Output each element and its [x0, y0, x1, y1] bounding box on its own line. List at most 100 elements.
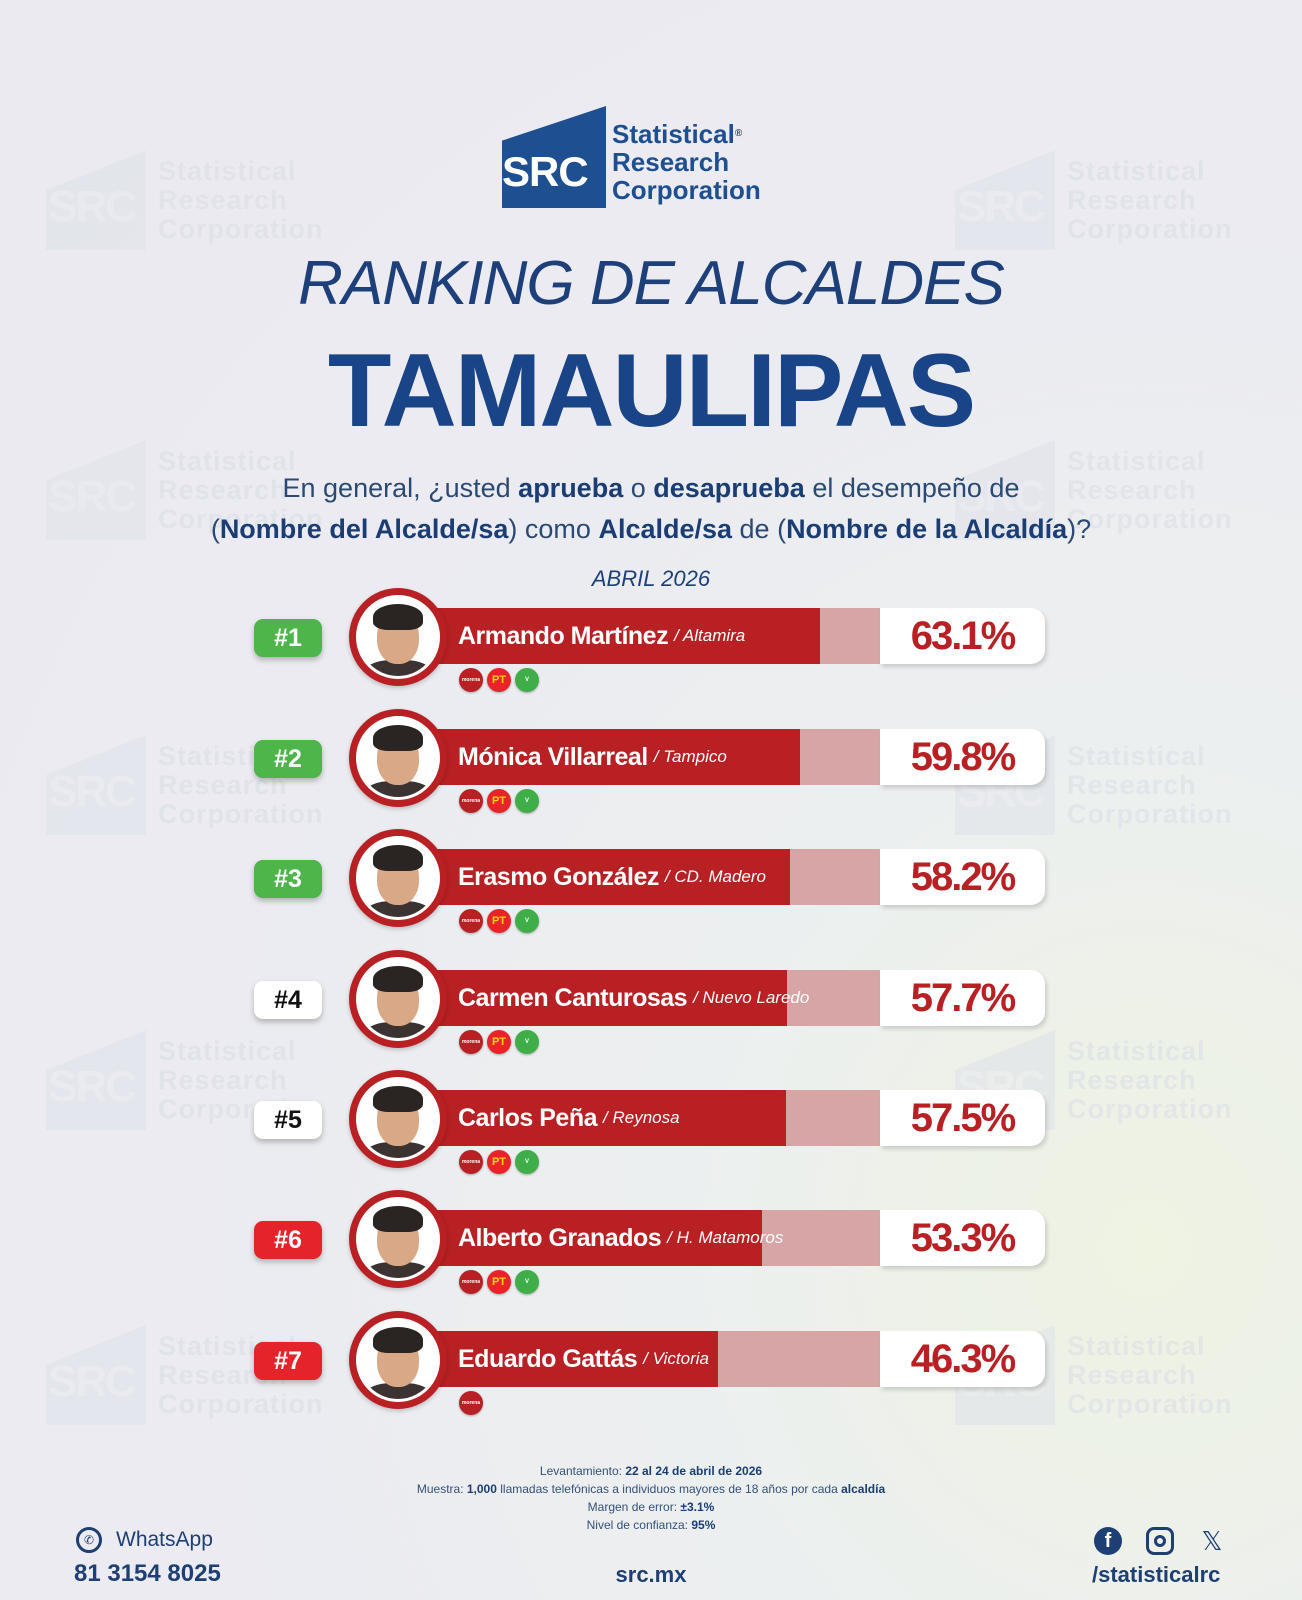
- party-verde-icon: V: [515, 1270, 539, 1294]
- party-logos: morena: [459, 1391, 483, 1415]
- party-morena-icon: morena: [459, 789, 483, 813]
- party-verde-icon: V: [515, 909, 539, 933]
- social-icons: f 𝕏: [1094, 1525, 1226, 1556]
- mayor-photo: [349, 1190, 447, 1288]
- approval-bar: Alberto Granados / H. Matamoros 53.3%: [430, 1210, 1045, 1266]
- mayor-name: Carmen Canturosas: [458, 983, 688, 1012]
- bar-fill: [430, 1090, 786, 1146]
- mayor-name: Mónica Villarreal: [458, 742, 648, 771]
- party-logos: morena PT V: [459, 909, 539, 933]
- phone-number[interactable]: 81 3154 8025: [74, 1560, 221, 1587]
- approval-value: 63.1%: [880, 608, 1045, 664]
- party-logos: morena PT V: [459, 789, 539, 813]
- bar-fill: [430, 970, 787, 1026]
- mayor-name: Alberto Granados: [458, 1223, 662, 1252]
- municipality: / CD. Madero: [664, 867, 766, 886]
- approval-value: 58.2%: [880, 849, 1045, 905]
- methodology-notes: Levantamiento: 22 al 24 de abril de 2026…: [416, 1464, 886, 1532]
- ranking-row: #7 Eduardo Gattás / Victoria 46.3% moren…: [0, 1311, 1302, 1415]
- mayor-photo: [349, 829, 447, 927]
- party-verde-icon: V: [515, 1150, 539, 1174]
- mayor-name: Armando Martínez: [458, 621, 669, 650]
- bar-fill: [430, 608, 820, 664]
- mayor-name: Erasmo González: [458, 862, 659, 891]
- party-pt-icon: PT: [487, 1150, 511, 1174]
- whatsapp-label: WhatsApp: [116, 1528, 213, 1551]
- rank-badge: #6: [254, 1221, 322, 1259]
- survey-question: En general, ¿usted aprueba o desaprueba …: [210, 473, 1092, 544]
- ranking-row: #3 Erasmo González / CD. Madero 58.2% mo…: [0, 829, 1302, 933]
- party-verde-icon: V: [515, 789, 539, 813]
- src-logo: SRC Statistical® Research Corporation: [502, 106, 761, 208]
- party-morena-icon: morena: [459, 1391, 483, 1415]
- mayor-name: Eduardo Gattás: [458, 1344, 638, 1373]
- party-morena-icon: morena: [459, 909, 483, 933]
- instagram-icon[interactable]: [1146, 1527, 1174, 1555]
- bar-fill: [430, 1331, 718, 1387]
- rank-badge: #3: [254, 860, 322, 898]
- mayor-photo: [349, 709, 447, 807]
- mayor-photo: [349, 1070, 447, 1168]
- party-morena-icon: morena: [459, 1270, 483, 1294]
- approval-bar: Carlos Peña / Reynosa 57.5%: [430, 1090, 1045, 1146]
- x-icon[interactable]: 𝕏: [1201, 1525, 1223, 1556]
- facebook-icon[interactable]: f: [1094, 1527, 1122, 1555]
- party-morena-icon: morena: [459, 1150, 483, 1174]
- social-handle[interactable]: /statisticalrc: [1092, 1562, 1221, 1587]
- whatsapp-icon: ✆: [76, 1527, 102, 1553]
- website-link[interactable]: src.mx: [615, 1562, 687, 1587]
- approval-value: 57.5%: [880, 1090, 1045, 1146]
- bar-fill: [430, 849, 790, 905]
- mayor-label: Mónica Villarreal / Tampico: [458, 729, 727, 785]
- bar-fill: [430, 729, 800, 785]
- party-pt-icon: PT: [487, 789, 511, 813]
- mayor-photo: [349, 588, 447, 686]
- party-verde-icon: V: [515, 668, 539, 692]
- approval-bar: Eduardo Gattás / Victoria 46.3%: [430, 1331, 1045, 1387]
- approval-value: 59.8%: [880, 729, 1045, 785]
- approval-value: 53.3%: [880, 1210, 1045, 1266]
- page-title: TAMAULIPAS: [327, 333, 976, 449]
- approval-bar: Erasmo González / CD. Madero 58.2%: [430, 849, 1045, 905]
- party-pt-icon: PT: [487, 1270, 511, 1294]
- ranking-row: #6 Alberto Granados / H. Matamoros 53.3%…: [0, 1190, 1302, 1294]
- rank-badge: #5: [254, 1101, 322, 1139]
- approval-bar: Armando Martínez / Altamira 63.1%: [430, 608, 1045, 664]
- party-logos: morena PT V: [459, 1030, 539, 1054]
- municipality: / H. Matamoros: [667, 1228, 784, 1247]
- page-subtitle: RANKING DE ALCALDES: [298, 249, 1005, 318]
- party-pt-icon: PT: [487, 668, 511, 692]
- party-morena-icon: morena: [459, 668, 483, 692]
- mayor-photo: [349, 1311, 447, 1409]
- party-verde-icon: V: [515, 1030, 539, 1054]
- mayor-name: Carlos Peña: [458, 1103, 598, 1132]
- party-logos: morena PT V: [459, 668, 539, 692]
- rank-badge: #7: [254, 1342, 322, 1380]
- mayor-label: Armando Martínez / Altamira: [458, 608, 745, 664]
- rank-badge: #1: [254, 619, 322, 657]
- approval-bar: Mónica Villarreal / Tampico 59.8%: [430, 729, 1045, 785]
- municipality: / Altamira: [674, 626, 746, 645]
- mayor-label: Carlos Peña / Reynosa: [458, 1090, 680, 1146]
- src-logo-mark: SRC: [502, 106, 606, 208]
- party-logos: morena PT V: [459, 1270, 539, 1294]
- rank-badge: #4: [254, 981, 322, 1019]
- party-morena-icon: morena: [459, 1030, 483, 1054]
- mayor-label: Carmen Canturosas / Nuevo Laredo: [458, 970, 809, 1026]
- mayor-photo: [349, 950, 447, 1048]
- src-logo-text: Statistical® Research Corporation: [612, 119, 761, 205]
- approval-bar: Carmen Canturosas / Nuevo Laredo 57.7%: [430, 970, 1045, 1026]
- ranking-row: #1 Armando Martínez / Altamira 63.1% mor…: [0, 588, 1302, 692]
- party-logos: morena PT V: [459, 1150, 539, 1174]
- ranking-row: #5 Carlos Peña / Reynosa 57.5% morena PT V: [0, 1070, 1302, 1174]
- municipality: / Tampico: [653, 747, 727, 766]
- ranking-row: #4 Carmen Canturosas / Nuevo Laredo 57.7…: [0, 950, 1302, 1054]
- approval-value: 46.3%: [880, 1331, 1045, 1387]
- bar-fill: [430, 1210, 762, 1266]
- whatsapp-link[interactable]: ✆ WhatsApp: [76, 1527, 213, 1553]
